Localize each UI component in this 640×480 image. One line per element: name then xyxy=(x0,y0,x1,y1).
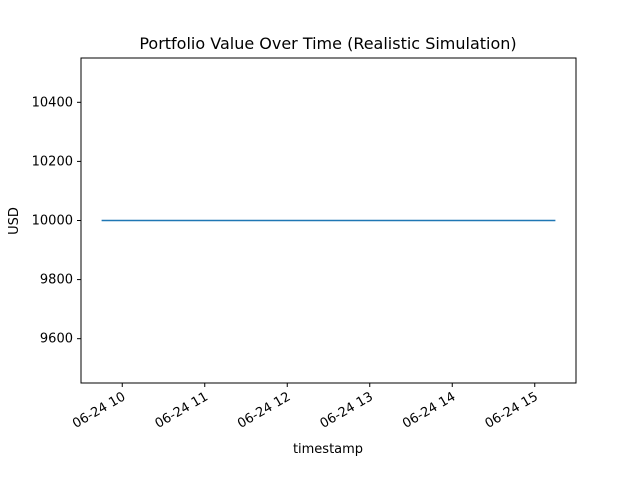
y-tick-label: 10000 xyxy=(32,214,73,229)
y-axis: 9600 9800 10000 10200 10400 xyxy=(32,95,81,347)
x-tick-label: 06-24 11 xyxy=(153,389,211,431)
y-tick-label: 10200 xyxy=(32,154,73,169)
x-tick-label: 06-24 14 xyxy=(400,389,458,431)
y-tick-label: 9600 xyxy=(40,332,73,347)
y-axis-label: USD xyxy=(7,207,22,235)
x-tick-label: 06-24 13 xyxy=(318,389,376,431)
x-tick-label: 06-24 15 xyxy=(483,389,541,431)
x-axis: 06-24 10 06-24 11 06-24 12 06-24 13 06-24 14… xyxy=(70,383,541,432)
y-tick-label: 9800 xyxy=(40,273,73,288)
x-axis-label: timestamp xyxy=(293,442,363,457)
y-tick-label: 10400 xyxy=(32,95,73,110)
x-tick-label: 06-24 10 xyxy=(70,389,128,431)
x-tick-label: 06-24 12 xyxy=(235,389,293,431)
chart-title: Portfolio Value Over Time (Realistic Sim… xyxy=(139,34,516,53)
